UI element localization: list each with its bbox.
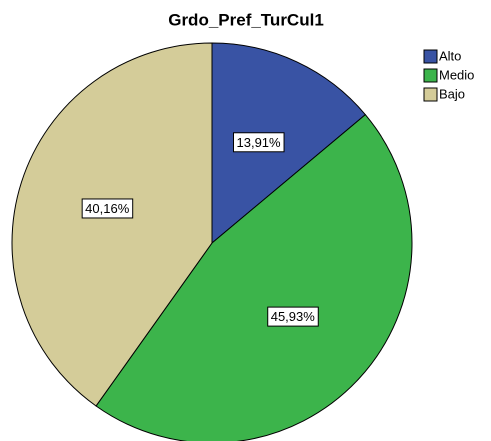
data-label-box [233, 132, 285, 153]
legend-swatch [423, 49, 438, 64]
legend-label: Alto [439, 48, 461, 63]
pie-slice [211, 42, 367, 245]
data-label: 45,93% [271, 309, 316, 324]
pie-slice [95, 113, 413, 441]
pie-slice [11, 42, 213, 407]
legend-label: Medio [439, 67, 474, 82]
data-label-box [267, 306, 319, 327]
chart-title: Grdo_Pref_TurCul1 [168, 10, 324, 29]
data-label-box [81, 198, 134, 219]
data-label: 13,91% [237, 135, 282, 150]
legend-swatch [423, 68, 438, 83]
legend-label: Bajo [439, 86, 465, 101]
data-label: 40,16% [85, 201, 130, 216]
legend-swatch [423, 87, 438, 102]
